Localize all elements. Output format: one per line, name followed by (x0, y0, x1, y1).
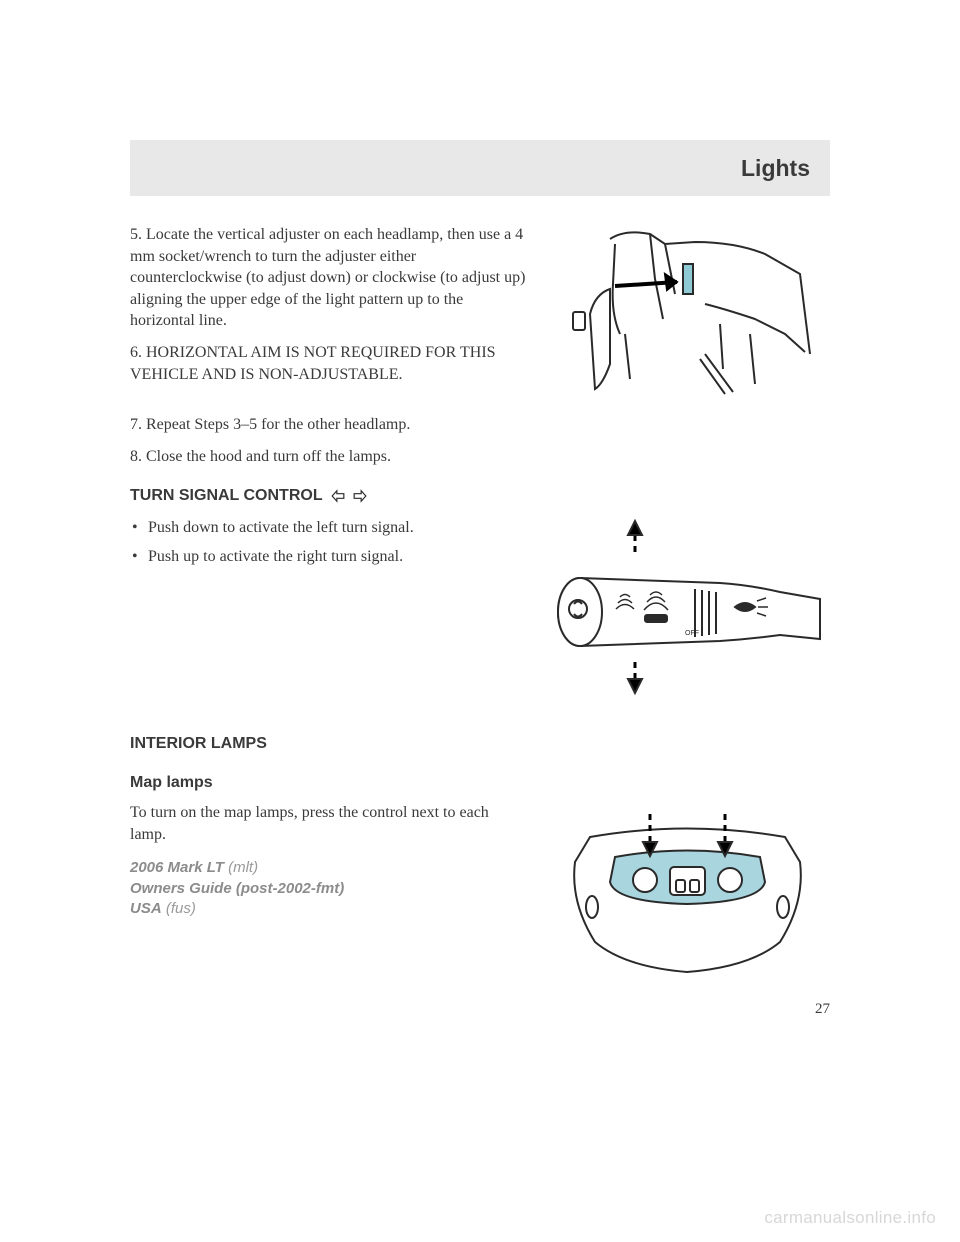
list-item: Push down to activate the left turn sign… (130, 517, 527, 539)
text-col-turn-signal: Push down to activate the left turn sign… (130, 517, 527, 707)
turn-signal-heading: TURN SIGNAL CONTROL (130, 485, 323, 507)
figure-map-lamps (545, 802, 830, 977)
turn-signal-list: Push down to activate the left turn sign… (130, 517, 527, 568)
footer-line-2: Owners Guide (post-2002-fmt) (130, 879, 344, 899)
step-6: 6. HORIZONTAL AIM IS NOT REQUIRED FOR TH… (130, 342, 527, 385)
turn-signal-heading-row: TURN SIGNAL CONTROL (130, 485, 830, 507)
row-turn-signal: Push down to activate the left turn sign… (130, 517, 830, 707)
map-lamps-heading: Map lamps (130, 772, 830, 794)
page-number: 27 (130, 999, 830, 1019)
text-col-steps: 5. Locate the vertical adjuster on each … (130, 224, 527, 404)
svg-text:OFF: OFF (685, 630, 699, 637)
footer-code-1: (mlt) (228, 859, 258, 876)
page: Lights 5. Locate the vertical adjuster o… (0, 0, 960, 1019)
figure-turn-signal-stalk: OFF (545, 517, 830, 707)
step-7: 7. Repeat Steps 3–5 for the other headla… (130, 414, 830, 436)
figure-headlamp-adjuster (545, 224, 830, 404)
interior-lamps-heading: INTERIOR LAMPS (130, 733, 830, 755)
arrow-right-icon (353, 489, 367, 503)
step-5: 5. Locate the vertical adjuster on each … (130, 224, 527, 332)
list-item: Push up to activate the right turn signa… (130, 546, 527, 568)
footer-guide: Owners Guide (post-2002-fmt) (130, 880, 344, 897)
step-8: 8. Close the hood and turn off the lamps… (130, 446, 830, 468)
footer-line-3: USA (fus) (130, 899, 344, 919)
map-lamps-text: To turn on the map lamps, press the cont… (130, 802, 527, 845)
footer-model: 2006 Mark LT (130, 859, 224, 876)
section-header-bar: Lights (130, 140, 830, 196)
footer-block: 2006 Mark LT (mlt) Owners Guide (post-20… (130, 858, 344, 919)
row-steps-5-6: 5. Locate the vertical adjuster on each … (130, 224, 830, 404)
arrow-left-icon (331, 489, 345, 503)
footer-code-3: (fus) (166, 900, 196, 917)
watermark: carmanualsonline.info (764, 1208, 936, 1228)
footer-region: USA (130, 900, 162, 917)
section-title: Lights (741, 155, 810, 182)
footer-line-1: 2006 Mark LT (mlt) (130, 858, 344, 878)
